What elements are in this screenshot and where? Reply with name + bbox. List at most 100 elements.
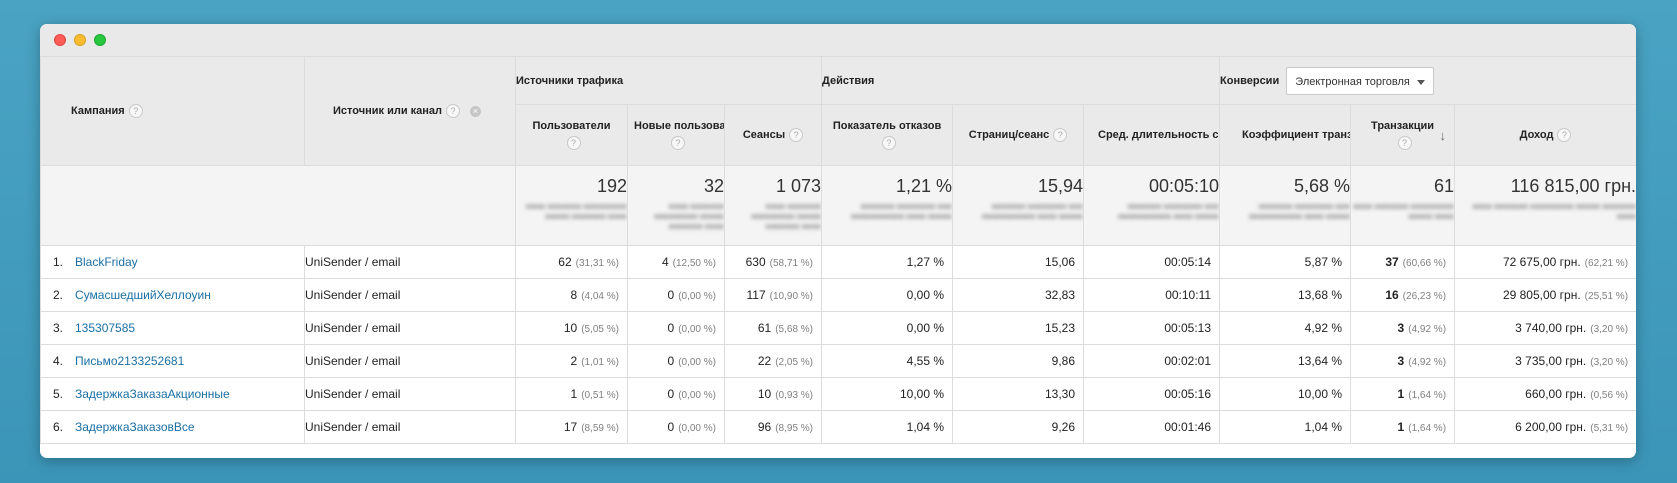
users-percent: (5,05 %)	[581, 324, 619, 335]
new-users-cell: 0 (0,00 %)	[627, 410, 725, 444]
header-new-users-label: Новые пользователи	[634, 120, 724, 132]
sessions-percent: (58,71 %)	[769, 258, 814, 269]
revenue-percent: (25,51 %)	[1584, 291, 1629, 302]
maximize-window-button[interactable]	[94, 34, 106, 46]
new-users-percent: (0,00 %)	[678, 390, 716, 401]
sessions-value: 22	[757, 354, 772, 368]
campaign-link[interactable]: ЗадержкаЗаказовВсе	[75, 420, 195, 434]
header-campaign[interactable]: Кампания?	[40, 56, 305, 166]
campaign-cell: 2. СумасшедшийХеллоуин	[40, 278, 305, 312]
new-users-cell: 0 (0,00 %)	[627, 344, 725, 378]
transactions-cell: 16 (26,23 %)	[1350, 278, 1456, 312]
table-row: 5. ЗадержкаЗаказаАкционные UniSender / em…	[40, 377, 1636, 411]
total-conversion-rate: 5,68 % ■■■■■■■ ■■■■■■■■ ■■■ ■■■■■■■■■■■ ■…	[1219, 165, 1352, 246]
help-icon[interactable]: ?	[1053, 127, 1068, 142]
bounce-rate-cell: 0,00 %	[821, 311, 954, 345]
blurred-total-caption: ■■■■■■■ ■■■■■■■■ ■■■ ■■■■■■■■■■■ ■■■■ ■■…	[1117, 202, 1220, 221]
transactions-cell: 3 (4,92 %)	[1350, 344, 1456, 378]
sessions-value: 96	[757, 420, 772, 434]
blurred-total-caption: ■■■■ ■■■■■■■ ■■■■■■■■■ ■■■■■ ■■■■	[1352, 202, 1455, 221]
header-pages-per-session-label: Страниц/сеанс	[968, 128, 1050, 141]
blurred-total-caption: ■■■■ ■■■■■■■ ■■■■■■■■■ ■■■■■ ■■■■■■■ ■■■…	[654, 202, 724, 231]
revenue-cell: 660,00 грн. (0,56 %)	[1454, 377, 1636, 411]
help-icon[interactable]: ?	[1557, 127, 1572, 142]
conversion-rate-cell: 13,68 %	[1219, 278, 1352, 312]
header-conversion-rate-label: Коэффициент транзакций	[1242, 128, 1351, 141]
header-revenue[interactable]: Доход?	[1454, 104, 1636, 166]
users-value: 10	[563, 321, 578, 335]
campaign-cell: 3. 135307585	[40, 311, 305, 345]
report-table: Кампания? Источник или канал? × Источники…	[40, 56, 1636, 444]
total-users-value: 192	[596, 176, 627, 196]
totals-label-cell	[40, 165, 516, 246]
users-value: 8	[570, 288, 578, 302]
users-value: 2	[570, 354, 578, 368]
campaign-link[interactable]: СумасшедшийХеллоуин	[75, 288, 211, 302]
campaign-link[interactable]: Письмо2133252681	[75, 354, 185, 368]
help-icon[interactable]: ?	[789, 127, 804, 142]
header-transactions-label: Транзакции	[1371, 120, 1435, 132]
pages-per-session-cell: 32,83	[952, 278, 1085, 312]
header-avg-session-duration[interactable]: Сред. длительность сеанса?	[1083, 104, 1221, 166]
revenue-value: 660,00 грн.	[1525, 387, 1587, 401]
header-bounce-rate[interactable]: Показатель отказов?	[821, 104, 954, 166]
users-cell: 2 (1,01 %)	[515, 344, 628, 378]
new-users-value: 4	[661, 255, 669, 269]
avg-session-duration-cell: 00:05:13	[1083, 311, 1221, 345]
revenue-value: 29 805,00 грн.	[1502, 288, 1581, 302]
header-bounce-rate-label: Показатель отказов	[832, 120, 942, 132]
close-window-button[interactable]	[54, 34, 66, 46]
revenue-value: 72 675,00 грн.	[1502, 255, 1581, 269]
new-users-percent: (12,50 %)	[672, 258, 716, 269]
users-percent: (31,31 %)	[575, 258, 619, 269]
pages-per-session-cell: 9,86	[952, 344, 1085, 378]
table-row: 2. СумасшедшийХеллоуин UniSender / email …	[40, 278, 1636, 312]
revenue-cell: 72 675,00 грн. (62,21 %)	[1454, 245, 1636, 279]
source-cell: UniSender / email	[304, 410, 516, 444]
source-cell: UniSender / email	[304, 278, 516, 312]
remove-dimension-icon[interactable]: ×	[470, 105, 482, 117]
group-actions: Действия	[821, 56, 1221, 105]
new-users-percent: (0,00 %)	[678, 357, 716, 368]
help-icon[interactable]: ?	[128, 104, 143, 118]
header-conversion-rate[interactable]: Коэффициент транзакций?	[1219, 104, 1352, 166]
header-sessions[interactable]: Сеансы?	[723, 104, 823, 166]
help-icon[interactable]: ?	[446, 104, 461, 118]
campaign-link[interactable]: 135307585	[75, 321, 136, 335]
total-bounce-rate-value: 1,21 %	[895, 176, 953, 196]
sessions-cell: 10 (0,93 %)	[723, 377, 823, 411]
header-pages-per-session[interactable]: Страниц/сеанс?	[952, 104, 1085, 166]
help-icon[interactable]: ?	[671, 136, 685, 151]
transactions-percent: (26,23 %)	[1402, 291, 1447, 302]
sort-descending-icon[interactable]: ↓	[1439, 128, 1447, 143]
users-cell: 62 (31,31 %)	[515, 245, 628, 279]
users-value: 62	[558, 255, 572, 269]
row-rank: 5.	[52, 387, 63, 401]
conversion-type-dropdown[interactable]: Электронная торговля	[1286, 66, 1435, 95]
avg-session-duration-cell: 00:05:14	[1083, 245, 1221, 279]
total-sessions: 1 073 ■■■■ ■■■■■■■ ■■■■■■■■■ ■■■■■ ■■■■■■…	[723, 165, 823, 246]
avg-session-duration-cell: 00:05:16	[1083, 377, 1221, 411]
total-users: 192 ■■■■ ■■■■■■■ ■■■■■■■■■ ■■■■■ ■■■■■■■ …	[515, 165, 628, 246]
campaign-link[interactable]: BlackFriday	[75, 255, 138, 269]
help-icon[interactable]: ?	[882, 136, 897, 151]
header-new-users[interactable]: Новые пользователи?	[627, 104, 725, 166]
header-users[interactable]: Пользователи?	[515, 104, 628, 166]
source-cell: UniSender / email	[304, 344, 516, 378]
transactions-value: 1	[1397, 420, 1405, 434]
campaign-link[interactable]: ЗадержкаЗаказаАкционные	[75, 387, 230, 401]
minimize-window-button[interactable]	[74, 34, 86, 46]
header-avg-session-duration-label: Сред. длительность сеанса	[1098, 128, 1219, 141]
sessions-percent: (5,68 %)	[775, 324, 814, 335]
header-source[interactable]: Источник или канал? ×	[304, 56, 516, 166]
campaign-cell: 4. Письмо2133252681	[40, 344, 305, 378]
revenue-value: 6 200,00 грн.	[1515, 420, 1587, 434]
help-icon[interactable]: ?	[566, 136, 581, 151]
help-icon[interactable]: ?	[1397, 136, 1412, 151]
revenue-percent: (62,21 %)	[1584, 258, 1629, 269]
conversion-type-value: Электронная торговля	[1295, 75, 1410, 88]
transactions-percent: (60,66 %)	[1402, 258, 1447, 269]
header-transactions[interactable]: Транзакции? ↓	[1350, 104, 1456, 166]
users-cell: 10 (5,05 %)	[515, 311, 628, 345]
row-rank: 3.	[52, 321, 63, 335]
